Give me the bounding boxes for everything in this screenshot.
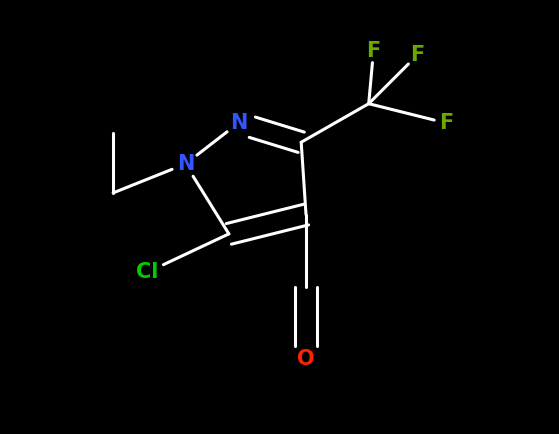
Text: N: N	[230, 113, 247, 133]
Text: F: F	[366, 41, 381, 61]
Text: Cl: Cl	[136, 263, 158, 283]
Text: N: N	[177, 154, 194, 174]
Text: F: F	[439, 113, 453, 133]
Text: O: O	[297, 349, 315, 369]
Text: F: F	[410, 46, 424, 66]
